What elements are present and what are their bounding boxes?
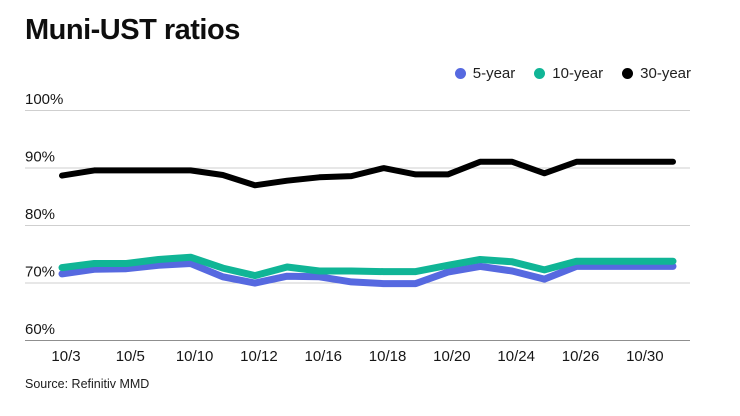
legend-swatch-30-year xyxy=(622,67,634,79)
x-tick-label-10-26: 10/26 xyxy=(562,348,600,365)
x-tick-label-10-24: 10/24 xyxy=(497,348,535,365)
y-tick-label-80: 80% xyxy=(25,206,55,223)
legend-label-5-year: 5-year xyxy=(472,64,516,82)
legend-label-10-year: 10-year xyxy=(552,64,604,82)
chart-legend: 5-year 10-year 30-year xyxy=(454,64,691,82)
x-tick-label-10-16: 10/16 xyxy=(304,348,342,365)
legend-swatch-5-year xyxy=(454,67,466,79)
x-tick-label-10-12: 10/12 xyxy=(240,348,278,365)
series-line-30-year xyxy=(59,158,676,189)
y-tick-label-100: 100% xyxy=(25,91,63,108)
legend-swatch-10-year xyxy=(534,67,546,79)
x-tick-label-10-3: 10/3 xyxy=(51,348,80,365)
y-tick-label-60: 60% xyxy=(25,321,55,338)
series-line-5-year xyxy=(58,260,677,288)
legend-label-30-year: 30-year xyxy=(640,64,691,82)
x-tick-label-10-5: 10/5 xyxy=(116,348,145,365)
x-tick-label-10-18: 10/18 xyxy=(369,348,407,365)
series-line-10-year xyxy=(58,253,677,280)
chart-title: Muni-UST ratios xyxy=(25,14,240,46)
legend-item-30-year: 30-year xyxy=(622,66,691,81)
source-note: Source: Refinitiv MMD xyxy=(25,377,150,391)
legend-item-5-year: 5-year xyxy=(454,64,516,82)
x-tick-label-10-20: 10/20 xyxy=(433,348,471,365)
x-tick-label-10-30: 10/30 xyxy=(626,348,664,365)
x-tick-label-10-10: 10/10 xyxy=(176,348,214,365)
y-tick-label-90: 90% xyxy=(25,149,55,166)
legend-item-10-year: 10-year xyxy=(534,66,603,81)
y-tick-label-70: 70% xyxy=(25,264,55,281)
